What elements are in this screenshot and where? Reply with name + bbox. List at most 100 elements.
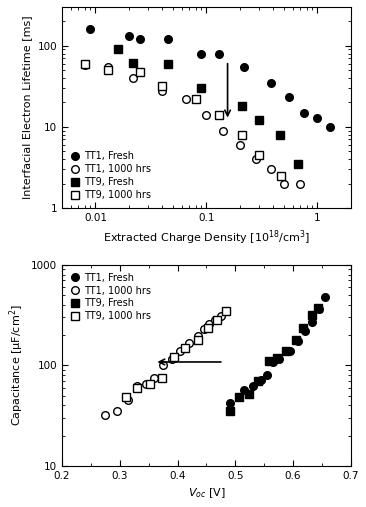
TT1, 1000 hrs — [207, 320, 212, 327]
TT1, 1000 hrs — [238, 142, 242, 148]
TT1, Fresh — [242, 387, 246, 393]
TT9, 1000 hrs — [160, 375, 164, 381]
Line: TT1, Fresh: TT1, Fresh — [226, 293, 329, 407]
TT1, 1000 hrs — [103, 412, 108, 418]
Line: TT9, Fresh: TT9, Fresh — [226, 304, 322, 415]
TT1, 1000 hrs — [201, 326, 206, 332]
TT1, 1000 hrs — [282, 180, 286, 187]
Line: TT1, 1000 hrs: TT1, 1000 hrs — [102, 312, 225, 419]
TT1, Fresh — [138, 36, 142, 42]
TT1, Fresh — [217, 51, 221, 57]
TT9, Fresh — [294, 337, 298, 343]
TT9, Fresh — [316, 305, 320, 311]
TT1, 1000 hrs — [169, 356, 174, 363]
TT1, Fresh — [259, 377, 264, 383]
TT1, 1000 hrs — [298, 180, 302, 187]
TT1, 1000 hrs — [269, 166, 273, 172]
TT1, 1000 hrs — [187, 340, 191, 346]
X-axis label: Extracted Charge Density [10$^{18}$/cm$^3$]: Extracted Charge Density [10$^{18}$/cm$^… — [103, 228, 310, 247]
TT9, Fresh — [237, 394, 242, 401]
TT1, 1000 hrs — [152, 375, 157, 381]
TT9, 1000 hrs — [183, 345, 187, 351]
TT1, Fresh — [250, 383, 255, 389]
TT1, Fresh — [270, 359, 275, 365]
TT9, Fresh — [266, 358, 271, 364]
TT1, Fresh — [328, 124, 332, 130]
TT1, 1000 hrs — [204, 112, 209, 118]
TT1, Fresh — [288, 348, 292, 354]
TT9, Fresh — [227, 408, 232, 414]
TT1, Fresh — [317, 306, 321, 312]
TT1, Fresh — [269, 80, 273, 86]
TT9, 1000 hrs — [83, 61, 87, 67]
Line: TT1, 1000 hrs: TT1, 1000 hrs — [81, 61, 304, 187]
TT1, Fresh — [301, 110, 306, 116]
TT9, 1000 hrs — [195, 337, 200, 343]
TT1, Fresh — [265, 372, 269, 378]
Line: TT9, 1000 hrs: TT9, 1000 hrs — [122, 307, 229, 401]
TT9, 1000 hrs — [160, 83, 164, 89]
Line: TT9, Fresh: TT9, Fresh — [114, 46, 302, 168]
X-axis label: $V_{oc}$ [V]: $V_{oc}$ [V] — [187, 486, 225, 500]
TT1, 1000 hrs — [219, 313, 223, 319]
TT9, 1000 hrs — [223, 308, 228, 314]
TT1, 1000 hrs — [115, 408, 119, 414]
TT1, 1000 hrs — [195, 333, 200, 339]
TT1, 1000 hrs — [106, 64, 110, 70]
TT9, 1000 hrs — [257, 152, 262, 158]
Legend: TT1, Fresh, TT1, 1000 hrs, TT9, Fresh, TT9, 1000 hrs: TT1, Fresh, TT1, 1000 hrs, TT9, Fresh, T… — [67, 149, 154, 203]
TT9, Fresh — [256, 378, 261, 384]
TT9, 1000 hrs — [135, 385, 139, 391]
TT9, Fresh — [278, 132, 282, 138]
TT1, Fresh — [295, 338, 300, 344]
Line: TT9, 1000 hrs: TT9, 1000 hrs — [81, 60, 285, 179]
TT9, 1000 hrs — [148, 381, 153, 387]
TT9, Fresh — [301, 325, 306, 331]
TT9, Fresh — [296, 161, 300, 167]
TT9, Fresh — [199, 85, 203, 91]
TT1, Fresh — [287, 94, 291, 100]
TT9, 1000 hrs — [217, 112, 221, 118]
TT1, 1000 hrs — [126, 397, 131, 403]
TT1, 1000 hrs — [131, 75, 136, 81]
TT9, 1000 hrs — [279, 172, 283, 178]
TT9, Fresh — [284, 348, 288, 354]
Legend: TT1, Fresh, TT1, 1000 hrs, TT9, Fresh, TT9, 1000 hrs: TT1, Fresh, TT1, 1000 hrs, TT9, Fresh, T… — [67, 270, 154, 324]
TT9, Fresh — [166, 61, 170, 67]
TT9, Fresh — [116, 46, 120, 52]
TT9, Fresh — [246, 391, 251, 397]
TT9, 1000 hrs — [214, 317, 219, 323]
TT9, 1000 hrs — [240, 132, 244, 138]
TT1, Fresh — [199, 51, 203, 57]
Line: TT1, Fresh: TT1, Fresh — [87, 25, 334, 131]
TT1, Fresh — [276, 356, 281, 363]
TT9, Fresh — [309, 312, 314, 318]
TT1, 1000 hrs — [213, 316, 217, 322]
TT1, 1000 hrs — [183, 96, 188, 102]
Y-axis label: Capacitance [μF/cm$^2$]: Capacitance [μF/cm$^2$] — [7, 305, 26, 426]
TT1, Fresh — [315, 115, 320, 121]
TT1, Fresh — [242, 64, 247, 70]
TT1, Fresh — [227, 400, 232, 406]
TT9, 1000 hrs — [206, 325, 210, 331]
TT1, 1000 hrs — [161, 363, 165, 369]
TT1, Fresh — [88, 26, 93, 32]
TT9, Fresh — [257, 117, 262, 123]
TT1, Fresh — [302, 328, 307, 334]
TT1, Fresh — [166, 36, 170, 42]
TT1, 1000 hrs — [160, 88, 164, 94]
TT9, Fresh — [131, 59, 136, 65]
TT1, 1000 hrs — [178, 348, 183, 354]
TT9, 1000 hrs — [106, 67, 110, 73]
TT1, 1000 hrs — [254, 156, 258, 162]
TT9, 1000 hrs — [194, 96, 198, 102]
TT1, Fresh — [322, 294, 327, 300]
TT1, 1000 hrs — [220, 127, 225, 133]
TT9, 1000 hrs — [123, 394, 128, 401]
TT9, 1000 hrs — [138, 68, 142, 75]
TT1, 1000 hrs — [83, 62, 87, 68]
TT1, 1000 hrs — [143, 381, 148, 387]
TT1, Fresh — [310, 319, 314, 325]
TT1, Fresh — [127, 33, 131, 40]
TT9, Fresh — [240, 103, 244, 109]
